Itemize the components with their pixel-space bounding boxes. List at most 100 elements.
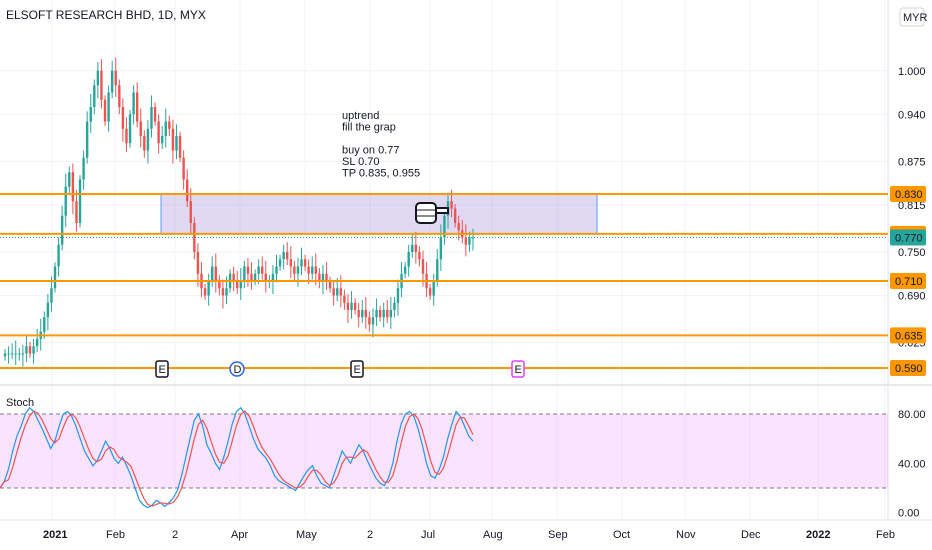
event-marker-label: E [354, 364, 361, 376]
price-tick-label: 0.940 [898, 109, 926, 121]
candle-body [82, 157, 85, 180]
candle-body [64, 186, 67, 216]
candle-body [121, 107, 125, 129]
price-tick-label: 0.815 [898, 200, 926, 212]
candle-body [75, 201, 78, 223]
candle-body [432, 281, 435, 296]
stoch-tick-label: 40.00 [898, 458, 926, 470]
candle-body [18, 353, 21, 355]
candle-body [182, 157, 185, 180]
price-tick-label: 0.690 [898, 291, 926, 303]
time-tick-label: Jul [421, 529, 435, 541]
candle-body [243, 266, 246, 281]
candle-body [414, 244, 418, 252]
stoch-k-line [0, 406, 474, 509]
candle-body [211, 266, 214, 281]
candle-body [428, 288, 432, 296]
candle-body [143, 136, 146, 151]
candle-body [110, 70, 114, 93]
event-marker-label: E [515, 364, 522, 376]
candle-body [364, 310, 368, 318]
time-tick-label: Oct [613, 529, 630, 541]
candle-body [457, 223, 460, 231]
candle-body [407, 252, 410, 267]
candle-body [343, 295, 346, 303]
candle-body [189, 201, 192, 223]
candle-body [411, 244, 414, 252]
price-tick-label: 0.750 [898, 247, 926, 259]
candle-body [353, 302, 357, 310]
last-price-tag-bg [890, 229, 926, 246]
annotation-line: SL 0.70 [342, 156, 380, 168]
candle-body [357, 310, 360, 318]
currency-label: MYR [903, 12, 928, 24]
candle-body [375, 310, 378, 318]
candle-body [160, 136, 164, 144]
candle-body [28, 346, 32, 354]
time-tick-label: 2022 [806, 529, 830, 541]
currency-button[interactable] [899, 7, 925, 27]
annotation-line: TP 0.835, 0.955 [342, 168, 420, 180]
stoch-tick-label: 0.00 [898, 508, 919, 520]
candle-body [336, 288, 339, 296]
candle-body [175, 136, 178, 151]
candle-body [436, 259, 439, 281]
candle-body [171, 128, 175, 151]
price-tick-label: 0.875 [898, 156, 926, 168]
candle-body [100, 70, 103, 100]
candle-body [318, 273, 321, 281]
candle-body [332, 288, 335, 296]
event-marker-dividend[interactable] [229, 361, 245, 377]
candle-body [393, 302, 396, 310]
candle-body [278, 259, 282, 267]
candle-body [382, 310, 385, 318]
candle-body [225, 288, 228, 296]
annotation-line: uptrend [342, 110, 379, 122]
event-marker-label: D [234, 364, 242, 376]
candle-body [35, 339, 39, 347]
level-tag-bg [890, 273, 926, 289]
candle-body [68, 172, 71, 187]
stoch-d-line [0, 410, 474, 507]
candle-body [218, 281, 221, 289]
candle-body [468, 237, 471, 245]
candle-body [389, 310, 393, 318]
candle-body [164, 121, 167, 136]
stoch-label: Stoch [6, 397, 34, 409]
time-tick-label: Nov [676, 529, 696, 541]
candle-body [185, 179, 189, 202]
time-tick-label: Dec [741, 529, 761, 541]
candle-body [236, 281, 239, 289]
candle-body [43, 317, 46, 332]
candle-body [85, 121, 89, 158]
candle-body [250, 273, 253, 281]
candle-body [193, 223, 196, 252]
level-tag-label: 0.590 [895, 363, 923, 375]
candle-body [328, 281, 332, 289]
level-tag-bg [890, 360, 926, 376]
stoch-band [0, 414, 888, 488]
annotation-line: buy on 0.77 [342, 145, 400, 157]
candle-body [196, 252, 200, 274]
candle-body [450, 201, 453, 209]
candle-body [21, 353, 25, 355]
candle-body [371, 317, 375, 325]
candle-body [107, 92, 110, 122]
last-price-tag-label: 0.770 [895, 233, 923, 245]
time-tick-label: 2 [367, 529, 373, 541]
candle-body [132, 92, 135, 115]
candle-body [453, 208, 457, 223]
candle-body [178, 136, 182, 158]
event-marker-earnings[interactable] [155, 360, 169, 378]
gap-zone-rect[interactable] [160, 193, 598, 235]
candle-body [146, 128, 150, 151]
candle-body [361, 310, 364, 318]
event-marker-earnings[interactable] [511, 360, 525, 378]
candle-body [118, 85, 121, 107]
candle-body [50, 288, 53, 303]
candle-body [125, 128, 128, 144]
candle-body [275, 266, 278, 274]
candle-body [14, 353, 17, 355]
event-marker-earnings[interactable] [350, 360, 364, 378]
